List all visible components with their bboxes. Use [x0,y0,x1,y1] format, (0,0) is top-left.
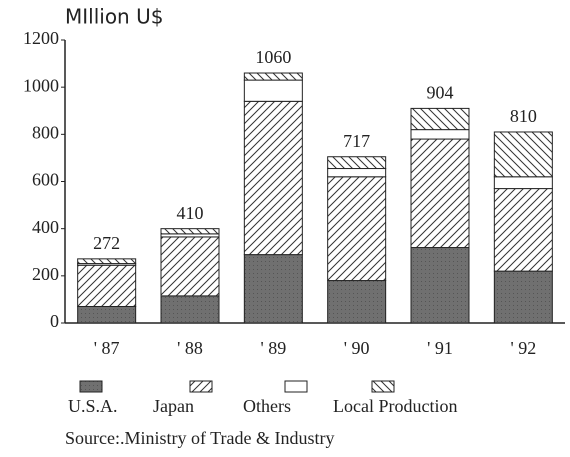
bar-segment [493,131,553,178]
y-tick-label: 1000 [23,75,59,95]
legend-label: Japan [153,396,194,416]
y-tick-label: 800 [32,122,59,142]
y-tick-label: 0 [50,311,59,331]
legend-swatch [79,380,103,393]
total-label: 904 [427,83,454,103]
x-tick-label: ' 92 [510,338,536,358]
bar-segment [243,72,303,81]
bar-segment [77,305,137,324]
bar-segment [410,247,470,324]
legend-swatch [371,380,395,393]
y-tick-label: 600 [32,170,59,190]
bar-segment [77,264,137,307]
chart-title: MIllion U$ [65,5,163,29]
legend-label: Local Production [333,396,457,416]
legend-swatch [284,380,308,393]
bar-segment [160,228,220,235]
bar-segment [243,79,303,102]
total-label: 410 [177,203,204,223]
total-label: 810 [510,106,537,126]
y-tick-label: 200 [32,264,59,284]
total-label: 272 [93,233,120,253]
x-tick-label: ' 91 [427,338,453,358]
bar-segment [160,295,220,324]
bar-segment [327,168,387,178]
y-tick-label: 400 [32,217,59,237]
bar-segment [493,188,553,272]
legend-swatch [189,380,213,393]
bar-segment [327,156,387,170]
bar-segment [410,129,470,140]
bar-segment [243,100,303,256]
total-label: 1060 [255,47,291,67]
legend-label: U.S.A. [68,396,118,416]
bar-segment [77,258,137,265]
bar-segment [327,280,387,324]
total-label: 717 [343,131,370,151]
y-tick-label: 1200 [23,28,59,48]
bar-segment [160,236,220,297]
bar-segment [410,107,470,131]
bar-segment [327,176,387,282]
x-tick-label: ' 90 [344,338,370,358]
bar-segment [243,254,303,324]
source-note: Source:.Ministry of Trade & Industry [65,428,335,448]
bar-segment [410,138,470,249]
bar-segment [493,270,553,324]
legend-label: Others [243,396,291,416]
x-tick-label: ' 89 [260,338,286,358]
x-tick-label: ' 87 [94,338,120,358]
bar-segment [493,176,553,190]
x-tick-label: ' 88 [177,338,203,358]
